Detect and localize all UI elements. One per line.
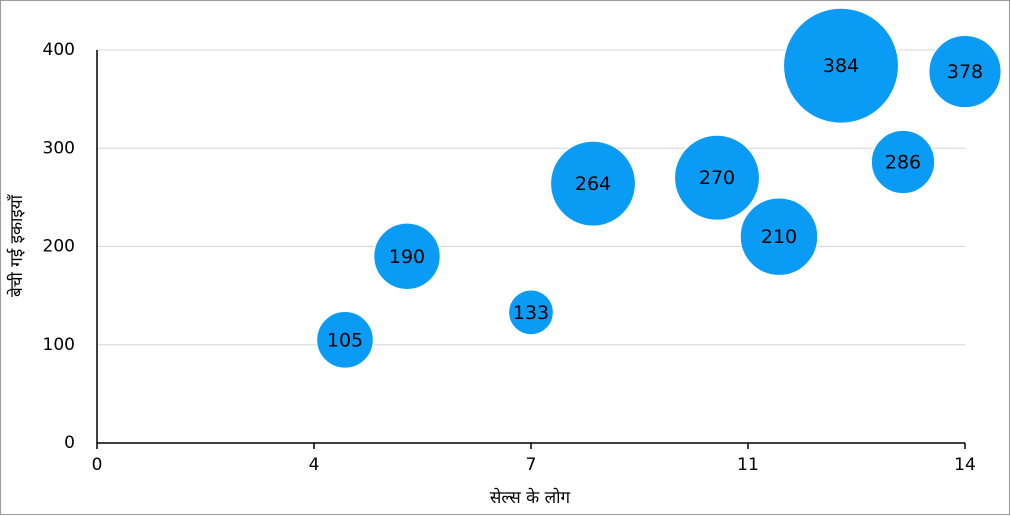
y-tick-label: 200 — [43, 237, 75, 257]
y-axis-title: बेची गई इकाइयाँ — [6, 194, 27, 297]
bubble — [674, 134, 760, 221]
x-tick-label: 14 — [954, 455, 976, 475]
bubble — [316, 311, 374, 369]
data-label: 384 — [823, 55, 859, 77]
bubble — [870, 129, 936, 195]
y-tick-label: 300 — [43, 138, 75, 158]
x-tick-label: 7 — [526, 455, 537, 475]
bubble — [373, 222, 441, 290]
data-label: 270 — [699, 167, 735, 189]
data-label: 210 — [761, 226, 797, 248]
data-label: 105 — [327, 329, 363, 351]
bubble — [739, 197, 819, 276]
y-tick-label: 400 — [43, 40, 75, 60]
data-label: 190 — [389, 246, 425, 268]
data-label: 264 — [575, 173, 611, 195]
x-tick-label: 11 — [737, 455, 759, 475]
bubble — [783, 7, 899, 124]
bubble — [928, 35, 1002, 109]
data-label: 133 — [513, 302, 549, 324]
marks-layer: 105 190 133 264 270 210 384 286 378 — [316, 7, 1002, 369]
y-tick-label: 100 — [43, 335, 75, 355]
x-tick-label: 4 — [309, 455, 320, 475]
bubble — [550, 140, 636, 227]
x-axis-title: सेल्स के लोग — [490, 487, 571, 508]
y-tick-label: 0 — [64, 433, 75, 453]
data-label: 378 — [947, 61, 983, 83]
bubble — [508, 289, 554, 336]
x-tick-label: 0 — [92, 455, 103, 475]
data-label: 286 — [885, 152, 921, 174]
axes-layer: 0 100 200 300 400 0 4 7 11 14 — [43, 40, 976, 475]
